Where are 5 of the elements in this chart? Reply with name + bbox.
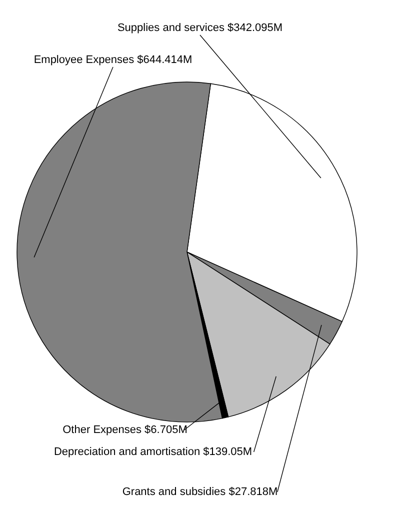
slice-label: Depreciation and amortisation $139.05M <box>54 446 252 458</box>
slice-label: Supplies and services $342.095M <box>117 22 283 34</box>
slice-label: Grants and subsidies $27.818M <box>122 486 278 498</box>
slice-label: Employee Expenses $644.414M <box>34 54 192 66</box>
slice-label: Other Expenses $6.705M <box>62 424 188 436</box>
